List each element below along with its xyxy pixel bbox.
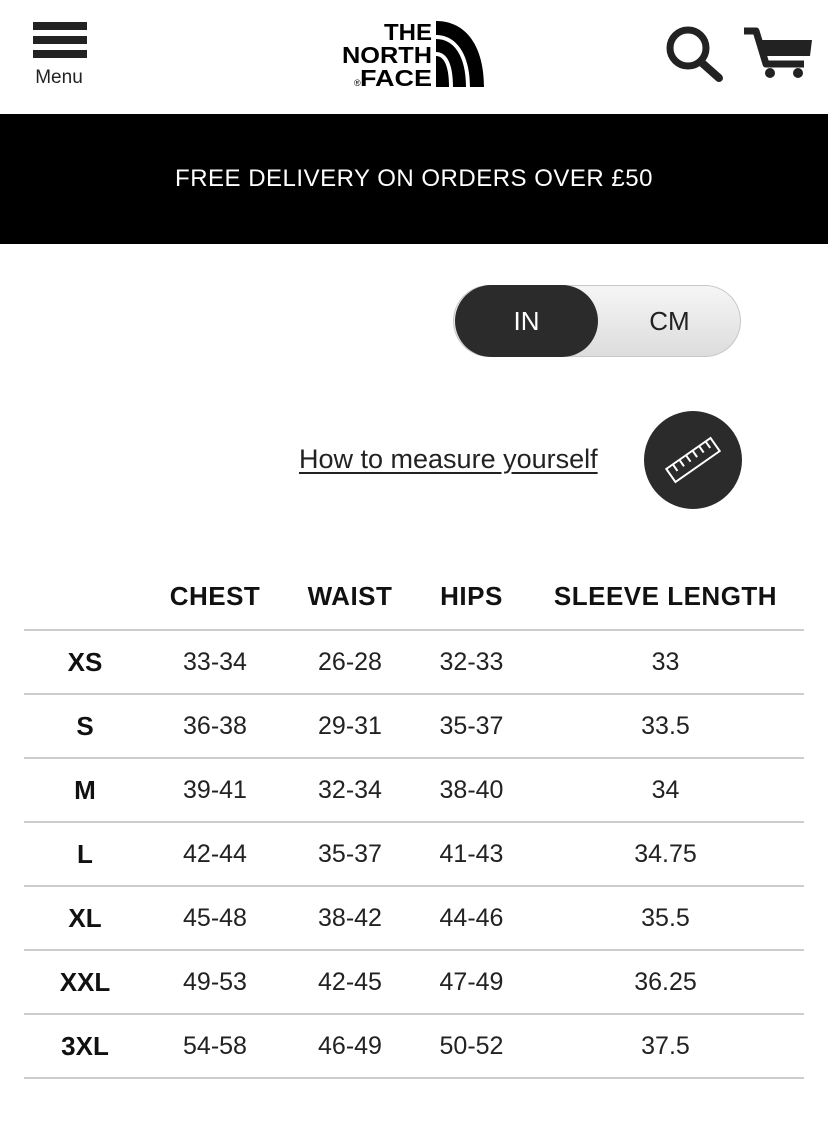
cell-hips: 44-46 [416, 886, 527, 951]
cell-sleeve-length: 33.5 [527, 694, 804, 759]
table-row: XL 45-48 38-42 44-46 35.5 [24, 886, 804, 951]
cell-chest: 49-53 [146, 950, 284, 1015]
cell-waist: 38-42 [284, 886, 416, 951]
table-header-row: CHEST WAIST HIPS SLEEVE LENGTH [24, 563, 804, 631]
table-row: S 36-38 29-31 35-37 33.5 [24, 694, 804, 759]
cell-chest: 39-41 [146, 758, 284, 823]
cell-hips: 32-33 [416, 630, 527, 695]
size-chart-table: CHEST WAIST HIPS SLEEVE LENGTH XS 33-34 26… [24, 563, 804, 1079]
cell-sleeve-length: 34 [527, 758, 804, 823]
cell-size: XL [24, 886, 146, 951]
cell-size: XS [24, 630, 146, 695]
site-header: Menu THE NORTH FACE ® [0, 0, 828, 114]
header-chest: CHEST [146, 563, 284, 631]
promo-text: FREE DELIVERY ON ORDERS OVER £50 [175, 165, 653, 192]
cell-size: L [24, 822, 146, 887]
cell-waist: 35-37 [284, 822, 416, 887]
cell-sleeve-length: 34.75 [527, 822, 804, 887]
cell-chest: 42-44 [146, 822, 284, 887]
cell-hips: 38-40 [416, 758, 527, 823]
unit-toggle[interactable]: CM IN [453, 285, 741, 357]
svg-text:NORTH: NORTH [342, 42, 432, 68]
cell-waist: 29-31 [284, 694, 416, 759]
ruler-icon [664, 436, 722, 484]
ruler-button[interactable] [644, 411, 742, 509]
cell-chest: 33-34 [146, 630, 284, 695]
cell-chest: 45-48 [146, 886, 284, 951]
svg-text:®: ® [354, 78, 361, 88]
how-to-measure-link[interactable]: How to measure yourself [299, 444, 598, 474]
promo-banner: FREE DELIVERY ON ORDERS OVER £50 [0, 114, 828, 244]
cart-icon[interactable] [742, 26, 814, 85]
table-row: XS 33-34 26-28 32-33 33 [24, 630, 804, 695]
table-row: M 39-41 32-34 38-40 34 [24, 758, 804, 823]
cell-sleeve-length: 37.5 [527, 1014, 804, 1079]
cell-hips: 47-49 [416, 950, 527, 1015]
cell-sleeve-length: 33 [527, 630, 804, 695]
header-sleeve-length: SLEEVE LENGTH [527, 563, 804, 631]
svg-text:THE: THE [384, 19, 432, 45]
search-icon[interactable] [664, 24, 726, 89]
table-row: 3XL 54-58 46-49 50-52 37.5 [24, 1014, 804, 1079]
svg-text:FACE: FACE [360, 65, 432, 90]
table-row: L 42-44 35-37 41-43 34.75 [24, 822, 804, 887]
cell-sleeve-length: 36.25 [527, 950, 804, 1015]
the-north-face-logo[interactable]: THE NORTH FACE ® [340, 18, 490, 91]
unit-option-cm[interactable]: CM [649, 306, 690, 336]
cell-hips: 41-43 [416, 822, 527, 887]
cell-waist: 32-34 [284, 758, 416, 823]
cell-size: 3XL [24, 1014, 146, 1079]
cell-waist: 42-45 [284, 950, 416, 1015]
cell-size: M [24, 758, 146, 823]
cell-hips: 35-37 [416, 694, 527, 759]
cell-sleeve-length: 35.5 [527, 886, 804, 951]
cell-chest: 36-38 [146, 694, 284, 759]
cell-size: S [24, 694, 146, 759]
menu-icon [30, 22, 90, 58]
header-size [24, 563, 146, 631]
cell-chest: 54-58 [146, 1014, 284, 1079]
cell-hips: 50-52 [416, 1014, 527, 1079]
menu-button[interactable]: Menu [30, 22, 90, 89]
cell-size: XXL [24, 950, 146, 1015]
cell-waist: 26-28 [284, 630, 416, 695]
unit-option-in[interactable]: IN [455, 285, 598, 357]
table-row: XXL 49-53 42-45 47-49 36.25 [24, 950, 804, 1015]
header-waist: WAIST [284, 563, 416, 631]
cell-waist: 46-49 [284, 1014, 416, 1079]
header-hips: HIPS [416, 563, 527, 631]
menu-label: Menu [35, 67, 83, 88]
